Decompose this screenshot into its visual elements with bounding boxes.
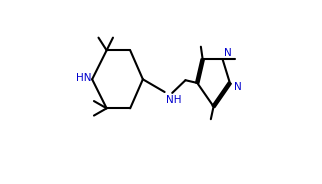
Text: N: N (234, 82, 242, 92)
Text: N: N (223, 48, 231, 59)
Text: HN: HN (76, 73, 91, 83)
Text: NH: NH (166, 95, 182, 105)
